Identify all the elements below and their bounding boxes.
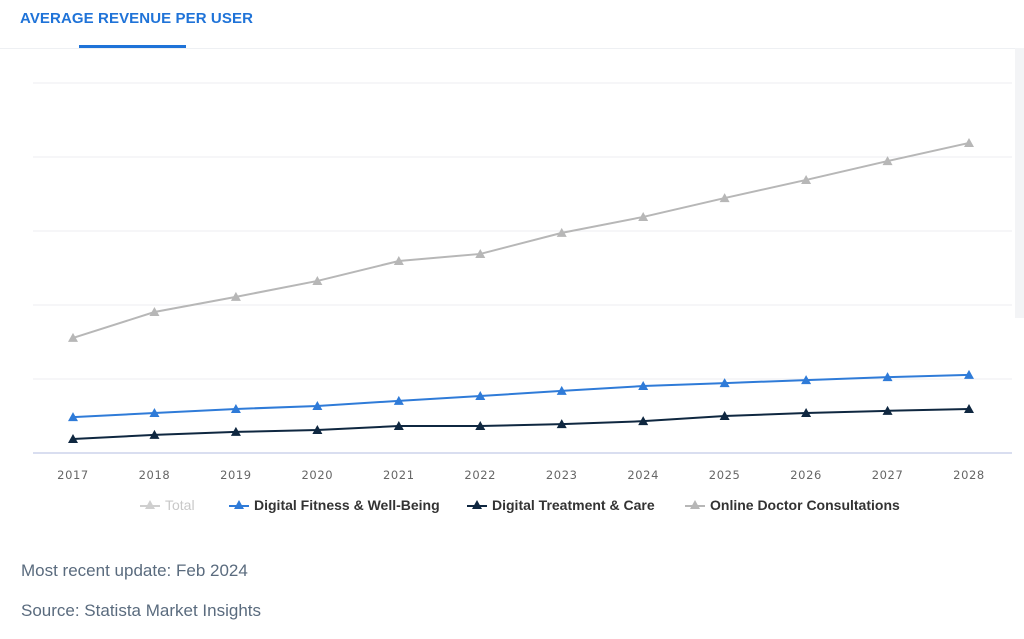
data-point-marker[interactable]	[149, 408, 160, 418]
x-tick-label: 2024	[627, 468, 659, 482]
gridlines	[33, 82, 1012, 454]
x-axis-ticks: 2017 2018 2019 2020 2021 2022 2023 2024 2025 2026…	[57, 468, 985, 482]
triangle-marker-icon	[685, 499, 705, 511]
triangle-marker-icon	[140, 499, 160, 511]
legend-label: Online Doctor Consultations	[710, 497, 900, 513]
data-point-marker[interactable]	[801, 375, 812, 385]
data-point-marker[interactable]	[882, 405, 893, 415]
x-tick-label: 2018	[139, 468, 171, 482]
data-point-marker[interactable]	[149, 307, 160, 317]
data-point-marker[interactable]	[68, 433, 78, 443]
side-panel-edge	[1015, 48, 1024, 318]
data-point-marker[interactable]	[719, 378, 730, 388]
data-point-marker[interactable]	[801, 408, 812, 418]
data-point-marker[interactable]	[149, 429, 160, 439]
active-tab-indicator	[79, 45, 186, 48]
data-point-marker[interactable]	[68, 412, 78, 422]
x-tick-label: 2021	[383, 468, 415, 482]
data-point-marker[interactable]	[556, 385, 567, 395]
legend-item-digital-treatment-care[interactable]: Digital Treatment & Care	[467, 497, 655, 513]
data-point-marker[interactable]	[638, 416, 649, 426]
x-tick-label: 2020	[302, 468, 334, 482]
data-point-marker[interactable]	[393, 395, 404, 405]
legend-item-digital-fitness-well-being[interactable]: Digital Fitness & Well-Being	[229, 497, 440, 513]
series-line	[72, 141, 970, 339]
update-note: Most recent update: Feb 2024	[21, 561, 248, 580]
triangle-marker-icon	[467, 499, 487, 511]
data-point-marker[interactable]	[393, 255, 404, 265]
data-point-marker[interactable]	[230, 426, 241, 436]
series-online-doctor-consultations[interactable]	[68, 137, 974, 342]
series-digital-treatment-care[interactable]	[68, 403, 974, 443]
data-point-marker[interactable]	[556, 227, 567, 237]
legend-label: Total	[165, 497, 195, 513]
data-point-marker[interactable]	[393, 420, 404, 430]
tab-average-revenue-per-user[interactable]: AVERAGE REVENUE PER USER	[20, 10, 254, 27]
data-point-marker[interactable]	[312, 275, 323, 285]
x-tick-label: 2022	[464, 468, 496, 482]
data-point-marker[interactable]	[475, 420, 486, 430]
legend-label: Digital Treatment & Care	[492, 497, 655, 513]
line-chart: 2017 2018 2019 2020 2021 2022 2023 2024 2025 2026…	[33, 82, 1012, 482]
data-point-marker[interactable]	[556, 419, 567, 429]
x-tick-label: 2023	[546, 468, 578, 482]
data-point-marker[interactable]	[638, 211, 649, 221]
source-note: Source: Statista Market Insights	[21, 601, 261, 620]
data-point-marker[interactable]	[964, 403, 974, 413]
data-point-marker[interactable]	[964, 137, 974, 147]
x-tick-label: 2026	[790, 468, 822, 482]
data-point-marker[interactable]	[719, 193, 730, 203]
data-point-marker[interactable]	[638, 381, 649, 391]
series-group	[68, 137, 974, 443]
data-point-marker[interactable]	[801, 174, 812, 184]
x-tick-label: 2027	[872, 468, 904, 482]
data-point-marker[interactable]	[882, 372, 893, 382]
data-point-marker[interactable]	[230, 291, 241, 301]
series-line	[72, 373, 970, 419]
data-point-marker[interactable]	[882, 156, 893, 166]
x-tick-label: 2019	[220, 468, 252, 482]
x-tick-label: 2025	[709, 468, 741, 482]
legend-item-total[interactable]: Total	[140, 497, 195, 513]
triangle-marker-icon	[229, 499, 249, 511]
data-point-marker[interactable]	[312, 401, 323, 411]
chart-legend: Total Digital Fitness & Well-Being Digital…	[0, 497, 1024, 521]
data-point-marker[interactable]	[312, 425, 323, 435]
data-point-marker[interactable]	[964, 369, 974, 379]
data-point-marker[interactable]	[475, 248, 486, 258]
series-line	[72, 407, 970, 440]
data-point-marker[interactable]	[230, 403, 241, 413]
series-digital-fitness-well-being[interactable]	[68, 369, 974, 422]
data-point-marker[interactable]	[475, 391, 486, 401]
legend-item-online-doctor-consultations[interactable]: Online Doctor Consultations	[685, 497, 900, 513]
x-tick-label: 2017	[57, 468, 89, 482]
tab-bar: AVERAGE REVENUE PER USER	[0, 0, 1024, 49]
data-point-marker[interactable]	[68, 332, 78, 342]
legend-label: Digital Fitness & Well-Being	[254, 497, 440, 513]
data-point-marker[interactable]	[719, 411, 730, 420]
x-tick-label: 2028	[953, 468, 985, 482]
